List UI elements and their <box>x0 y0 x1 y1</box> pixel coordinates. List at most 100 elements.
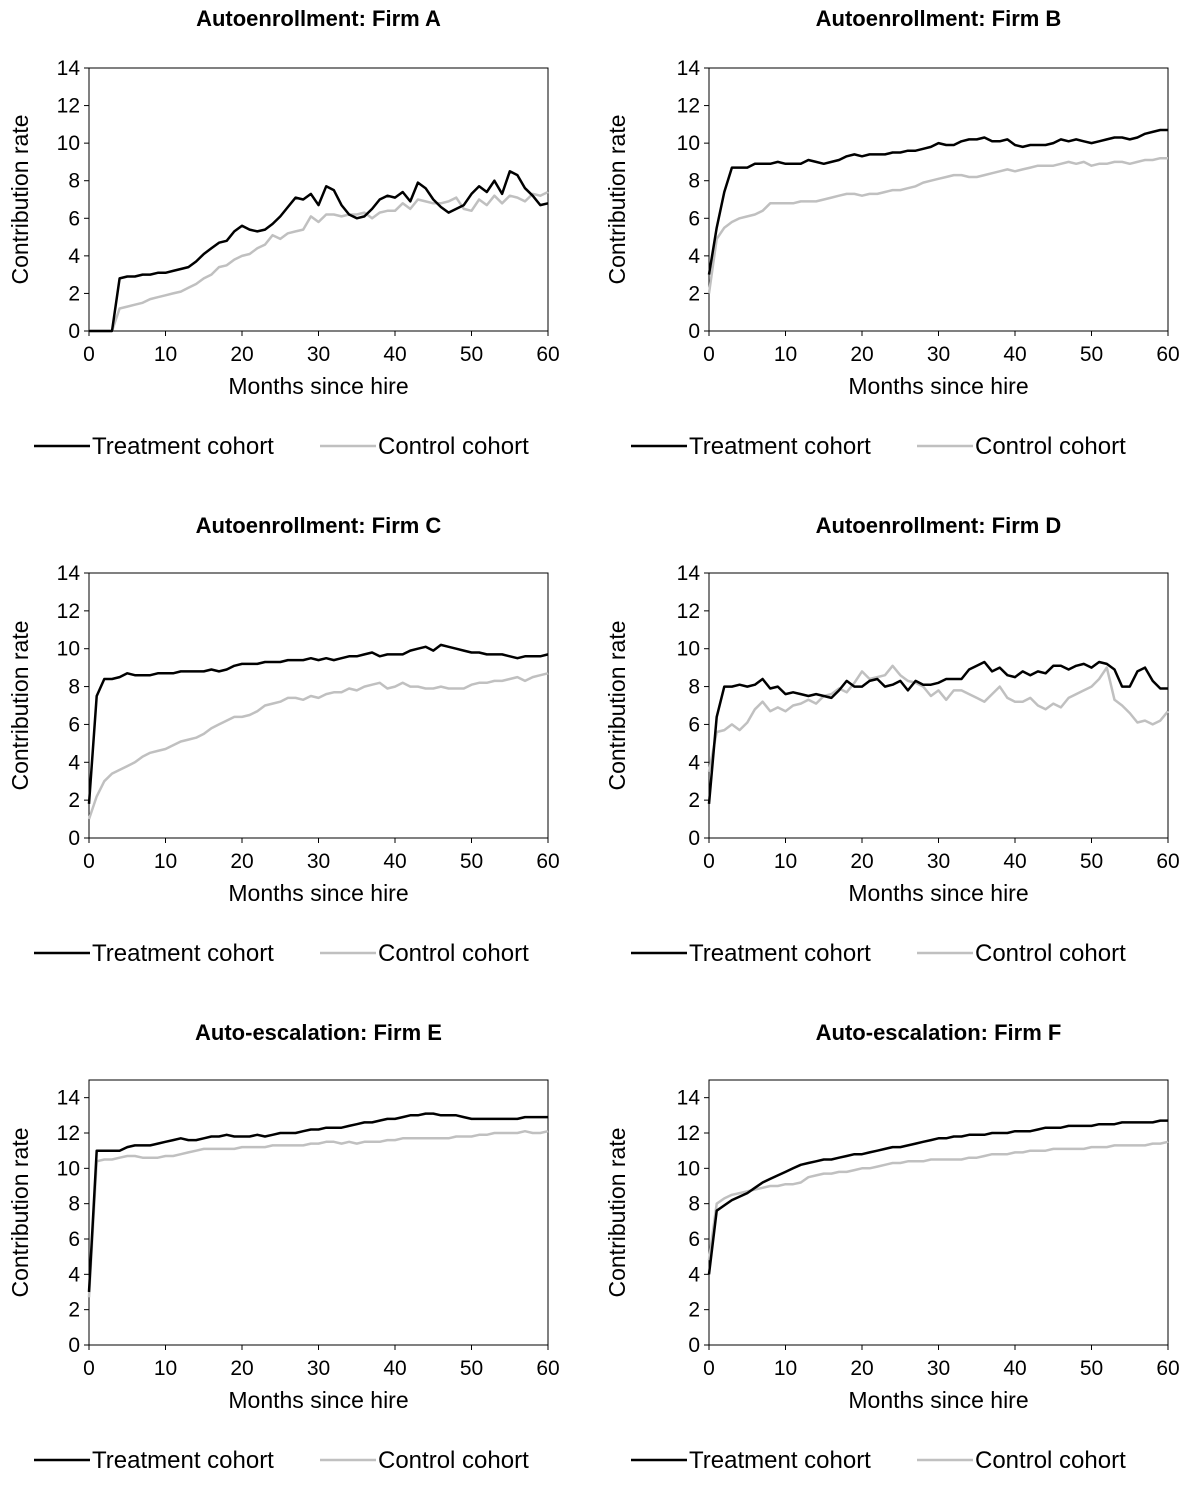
x-tick-label: 0 <box>703 1357 715 1380</box>
y-tick-label: 0 <box>68 827 80 850</box>
series-line-treatment <box>707 1119 1168 1275</box>
y-tick-label: 0 <box>68 320 80 343</box>
y-tick-label: 8 <box>688 676 700 699</box>
chart-title: Autoenrollment: Firm D <box>816 513 1062 538</box>
x-tick-label: 40 <box>383 1357 406 1380</box>
y-tick-label: 8 <box>68 170 80 193</box>
y-tick-label: 14 <box>677 57 701 80</box>
chart-svg: Auto-escalation: Firm E 0 2 4 6 8 10 12 14 0 10 20 3… <box>7 1020 560 1474</box>
y-tick-label: 8 <box>68 1193 80 1216</box>
series-line-treatment <box>707 128 1168 275</box>
y-tick-label: 6 <box>68 207 80 230</box>
y-tick-label: 10 <box>677 638 700 661</box>
y-axis-label: Contribution rate <box>604 620 630 790</box>
y-tick-label: 10 <box>677 1157 700 1180</box>
y-tick-label: 14 <box>677 1087 701 1110</box>
x-tick-label: 0 <box>83 1357 95 1380</box>
x-tick-label: 10 <box>774 850 797 873</box>
chart-svg: Autoenrollment: Firm B 0 2 4 6 8 10 12 14 0 10 20 30… <box>604 6 1180 460</box>
y-tick-label: 6 <box>68 713 80 736</box>
x-tick-label: 10 <box>154 1357 177 1380</box>
x-tick-label: 60 <box>536 1357 559 1380</box>
legend-label-control: Control cohort <box>975 433 1126 460</box>
legend-label-treatment: Treatment cohort <box>92 1447 274 1474</box>
x-tick-label: 20 <box>850 1357 873 1380</box>
y-tick-label: 12 <box>57 600 80 623</box>
y-tick-label: 2 <box>68 789 80 812</box>
y-axis-label: Contribution rate <box>604 1127 630 1297</box>
x-axis-label: Months since hire <box>228 373 408 399</box>
chart-panel-5: Auto-escalation: Firm E 0 2 4 6 8 10 12 14 0 10 20 3… <box>0 1014 597 1508</box>
chart-svg: Auto-escalation: Firm F 0 2 4 6 8 10 12 14 0 10 20 3… <box>604 1020 1180 1474</box>
y-tick-label: 6 <box>688 207 700 230</box>
x-tick-label: 50 <box>460 850 483 873</box>
y-tick-label: 2 <box>688 789 700 812</box>
y-tick-label: 8 <box>688 170 700 193</box>
x-axis-label: Months since hire <box>228 1387 408 1413</box>
chart-title: Autoenrollment: Firm B <box>816 6 1062 31</box>
y-tick-label: 12 <box>677 600 700 623</box>
y-tick-label: 0 <box>68 1334 80 1357</box>
y-tick-label: 10 <box>57 1157 80 1180</box>
legend-label-control: Control cohort <box>975 940 1126 967</box>
legend-label-control: Control cohort <box>975 1447 1126 1474</box>
x-tick-label: 20 <box>230 1357 253 1380</box>
y-tick-label: 2 <box>688 282 700 305</box>
series-line-control <box>707 156 1168 294</box>
x-tick-label: 20 <box>850 850 873 873</box>
y-tick-label: 12 <box>677 1122 700 1145</box>
x-axis-label: Months since hire <box>848 1387 1028 1413</box>
series-line-control <box>707 1140 1169 1261</box>
y-tick-label: 4 <box>68 1263 80 1286</box>
x-tick-label: 50 <box>1080 343 1103 366</box>
series-line-control <box>87 1129 549 1298</box>
y-tick-label: 14 <box>57 57 81 80</box>
y-tick-label: 6 <box>688 713 700 736</box>
x-tick-label: 50 <box>1080 1357 1103 1380</box>
x-tick-label: 20 <box>230 850 253 873</box>
chart-svg: Autoenrollment: Firm A 0 2 4 6 8 10 12 14 0 10 20 30… <box>7 6 560 460</box>
legend-label-treatment: Treatment cohort <box>689 1447 871 1474</box>
legend-label-treatment: Treatment cohort <box>689 433 871 460</box>
y-tick-label: 12 <box>677 95 700 118</box>
x-tick-label: 50 <box>1080 850 1103 873</box>
y-tick-label: 4 <box>68 245 80 268</box>
x-axis-label: Months since hire <box>228 880 408 906</box>
y-tick-label: 12 <box>57 95 80 118</box>
x-tick-label: 10 <box>774 1357 797 1380</box>
y-tick-label: 2 <box>68 282 80 305</box>
x-tick-label: 30 <box>927 343 950 366</box>
y-tick-label: 8 <box>688 1193 700 1216</box>
x-tick-label: 10 <box>774 343 797 366</box>
y-tick-label: 0 <box>688 1334 700 1357</box>
y-tick-label: 14 <box>677 562 701 585</box>
plot-frame <box>708 1079 1169 1346</box>
x-tick-label: 30 <box>927 1357 950 1380</box>
x-tick-label: 10 <box>154 343 177 366</box>
series-line-treatment <box>89 170 549 333</box>
series-line-control <box>89 190 549 333</box>
x-tick-label: 60 <box>536 343 559 366</box>
chart-panel-1: Autoenrollment: Firm A 0 2 4 6 8 10 12 14 0 10 20 30… <box>0 0 597 494</box>
series-line-treatment <box>707 660 1168 805</box>
x-tick-label: 60 <box>1156 343 1179 366</box>
chart-title: Autoenrollment: Firm C <box>196 513 442 538</box>
y-tick-label: 4 <box>68 751 80 774</box>
series-line-control <box>707 664 1169 773</box>
y-tick-label: 2 <box>68 1299 80 1322</box>
x-tick-label: 50 <box>460 343 483 366</box>
y-tick-label: 8 <box>68 676 80 699</box>
x-tick-label: 40 <box>1003 343 1026 366</box>
x-tick-label: 30 <box>307 343 330 366</box>
x-tick-label: 60 <box>536 850 559 873</box>
x-tick-label: 0 <box>703 850 715 873</box>
y-tick-label: 10 <box>677 132 700 155</box>
plot-frame <box>88 572 549 839</box>
plot-frame <box>708 572 1169 839</box>
legend-label-treatment: Treatment cohort <box>92 433 274 460</box>
y-axis-label: Contribution rate <box>7 114 33 284</box>
y-tick-label: 14 <box>57 562 81 585</box>
chart-panel-2: Autoenrollment: Firm B 0 2 4 6 8 10 12 14 0 10 20 30… <box>597 0 1194 494</box>
y-tick-label: 10 <box>57 132 80 155</box>
x-tick-label: 0 <box>83 343 95 366</box>
